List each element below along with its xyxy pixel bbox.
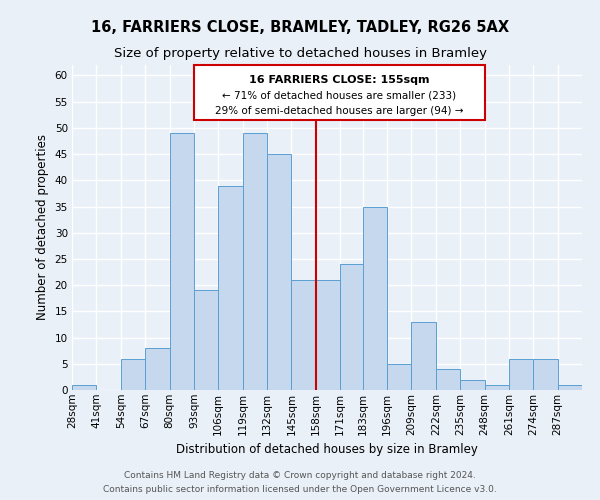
Bar <box>292 280 316 390</box>
Text: ← 71% of detached houses are smaller (233): ← 71% of detached houses are smaller (23… <box>222 90 456 101</box>
Bar <box>145 348 170 390</box>
Bar <box>412 322 436 390</box>
Bar <box>170 133 194 390</box>
Bar <box>340 264 365 390</box>
Bar <box>387 364 412 390</box>
Text: 16, FARRIERS CLOSE, BRAMLEY, TADLEY, RG26 5AX: 16, FARRIERS CLOSE, BRAMLEY, TADLEY, RG2… <box>91 20 509 35</box>
Bar <box>485 385 509 390</box>
Bar <box>362 206 387 390</box>
Y-axis label: Number of detached properties: Number of detached properties <box>36 134 49 320</box>
Bar <box>218 186 242 390</box>
Text: Contains public sector information licensed under the Open Government Licence v3: Contains public sector information licen… <box>103 484 497 494</box>
Text: Size of property relative to detached houses in Bramley: Size of property relative to detached ho… <box>113 48 487 60</box>
Text: 29% of semi-detached houses are larger (94) →: 29% of semi-detached houses are larger (… <box>215 106 463 116</box>
Bar <box>436 369 460 390</box>
X-axis label: Distribution of detached houses by size in Bramley: Distribution of detached houses by size … <box>176 443 478 456</box>
Bar <box>557 385 582 390</box>
Text: 16 FARRIERS CLOSE: 155sqm: 16 FARRIERS CLOSE: 155sqm <box>249 74 430 85</box>
Bar <box>267 154 292 390</box>
Text: Contains HM Land Registry data © Crown copyright and database right 2024.: Contains HM Land Registry data © Crown c… <box>124 472 476 480</box>
Bar <box>533 358 557 390</box>
Bar <box>194 290 218 390</box>
Bar <box>72 385 97 390</box>
Bar <box>242 133 267 390</box>
Bar <box>460 380 485 390</box>
Bar <box>509 358 533 390</box>
Bar <box>194 65 485 120</box>
Bar <box>316 280 340 390</box>
Bar <box>121 358 145 390</box>
